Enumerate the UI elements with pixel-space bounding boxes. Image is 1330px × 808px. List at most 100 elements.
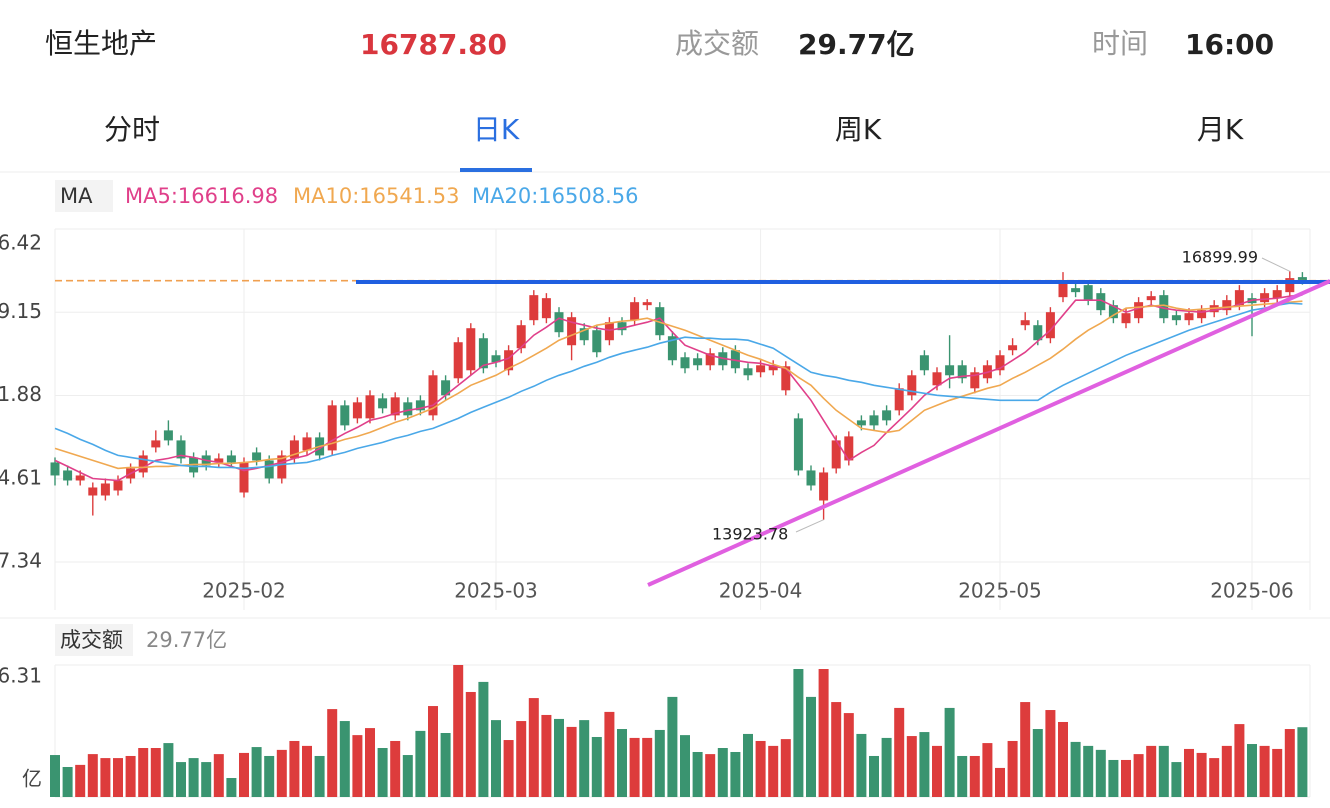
candle-body	[529, 295, 539, 321]
volume-bar	[87, 754, 98, 797]
volume-bar	[1007, 740, 1018, 797]
volume-bar	[440, 733, 451, 797]
volume-bar	[125, 755, 136, 797]
candle-body	[327, 405, 337, 451]
volume-bar	[667, 696, 678, 797]
y-tick-label: 4.61	[0, 465, 42, 489]
legend-entry: MA20:16508.56	[472, 184, 638, 208]
candle-body	[730, 350, 740, 369]
volume-bar	[806, 696, 816, 797]
volume-bar	[528, 698, 539, 797]
x-tick-label: 2025-02	[202, 579, 286, 603]
candle-body	[541, 298, 551, 319]
candle-body	[667, 336, 677, 361]
candle-body	[1108, 305, 1118, 319]
volume-bar	[365, 728, 375, 797]
candle-body	[378, 398, 388, 409]
candle-body	[1222, 300, 1232, 311]
stock-price: 16787.80	[360, 28, 507, 61]
volume-bar	[554, 718, 564, 797]
y-tick-label: 9.15	[0, 299, 42, 323]
candle-body	[1260, 293, 1270, 303]
volume-bar	[654, 729, 665, 797]
volume-bar	[176, 762, 186, 797]
volume-bar	[843, 713, 854, 797]
candle-body	[693, 358, 703, 366]
candle-body	[277, 455, 287, 479]
candle-body	[1297, 277, 1307, 281]
volume-bar	[503, 740, 514, 797]
x-tick-label: 2025-03	[454, 579, 538, 603]
candle-body	[138, 455, 148, 473]
trend-drawing	[647, 279, 1330, 587]
volume-bar	[1209, 758, 1220, 797]
volume-title: 成交额	[60, 628, 123, 652]
candle-body	[252, 452, 262, 461]
candle-body	[340, 405, 350, 426]
candle-body	[1096, 293, 1106, 311]
candle-body	[1083, 285, 1093, 301]
volume-bar	[692, 751, 703, 797]
volume-bar	[100, 758, 111, 797]
candle-body	[1146, 296, 1156, 301]
candle-body	[831, 440, 841, 469]
tab[interactable]: 周K	[835, 113, 882, 146]
candle-body	[441, 380, 451, 396]
y-tick-label: 1.88	[0, 382, 42, 406]
candle-body	[239, 462, 249, 493]
candle-body	[844, 436, 854, 461]
candle-body	[1033, 325, 1043, 341]
candle-body	[995, 355, 1005, 371]
candle-body	[1121, 313, 1131, 324]
candle-body	[516, 325, 526, 349]
candle-body	[567, 317, 577, 346]
candle-body	[151, 440, 161, 448]
volume-bar	[302, 745, 312, 797]
tab[interactable]: 日K	[473, 113, 520, 146]
volume-bar	[932, 745, 942, 797]
candle-body	[1159, 295, 1169, 319]
volume-bar	[377, 748, 388, 797]
candle-body	[403, 402, 413, 416]
volume-bar	[743, 733, 753, 797]
volume-bar	[1297, 727, 1308, 797]
volume-bar	[1234, 724, 1245, 797]
ma-line	[54, 300, 1303, 470]
candle-body	[113, 480, 123, 491]
volume-bar	[642, 737, 653, 797]
legend-entry: MA10:16541.53	[293, 184, 459, 208]
candle-body	[504, 350, 514, 371]
volume-bar	[352, 735, 363, 797]
volume-bar	[1133, 754, 1144, 797]
candle-body	[50, 462, 60, 476]
volume-bar	[314, 755, 325, 797]
candle-body	[1272, 290, 1282, 299]
candle-body	[1008, 345, 1018, 351]
volume-bar	[831, 702, 842, 797]
high-leader	[1261, 257, 1291, 272]
volume-bar	[856, 733, 867, 797]
volume-bar	[919, 732, 930, 797]
volume-bar	[604, 711, 615, 797]
tab[interactable]: 分时	[104, 113, 160, 146]
volume-bar	[1184, 748, 1194, 797]
candle-body	[1134, 302, 1144, 319]
candle-body	[453, 342, 463, 379]
volume-bar	[75, 764, 86, 797]
candle-body	[756, 365, 766, 373]
candle-body	[289, 440, 299, 459]
tab[interactable]: 月K	[1197, 113, 1244, 146]
candle-body	[1071, 288, 1081, 293]
candle-body	[1045, 312, 1055, 339]
candle-body	[554, 312, 564, 333]
volume-bar	[1121, 759, 1131, 797]
volume-bar	[1221, 745, 1232, 797]
y-tick-label: 7.34	[0, 549, 42, 573]
volume-bar	[881, 737, 892, 797]
candle-body	[768, 365, 778, 371]
volume-bar	[1083, 745, 1094, 797]
drawings	[356, 279, 1330, 587]
volume-bar	[780, 739, 791, 797]
